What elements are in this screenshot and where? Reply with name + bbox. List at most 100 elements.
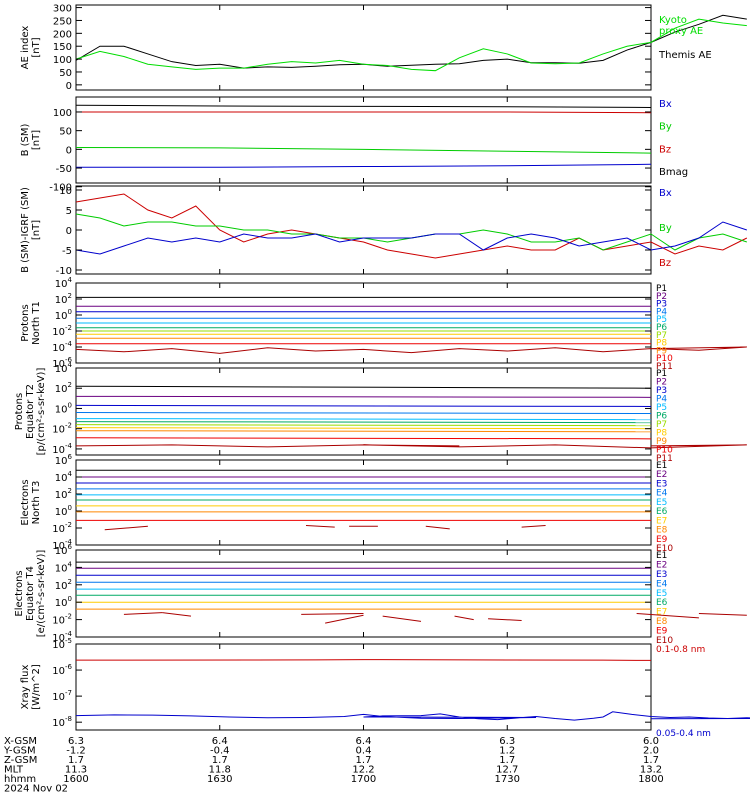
legend-e6: E6 [656, 507, 668, 517]
position-row-label: 2024 Nov 02 [4, 784, 68, 795]
ytick-label: 0 [66, 81, 72, 92]
series-line-p7 [75, 424, 652, 427]
position-cell-y-gsm: 0.4 [356, 746, 372, 757]
legend-e10: E10 [656, 636, 673, 646]
legend-p2: P2 [656, 377, 667, 387]
series-line-bx [76, 163, 652, 168]
ytick-label: 100 [53, 108, 72, 119]
ytick-label: 102 [55, 381, 72, 395]
legend-bz: Bz [659, 144, 671, 155]
series-line-p5 [75, 418, 652, 421]
series-line-e10-segment [521, 524, 546, 528]
ytick-label: 10-5 [52, 637, 72, 651]
position-cell-hhmm: 1730 [495, 774, 520, 785]
ylabel: B (SM)-IGRF (SM) [20, 187, 31, 273]
legend-e2: E2 [656, 470, 667, 480]
ytick-label: -50 [56, 164, 72, 175]
series-line-p2 [75, 395, 652, 398]
position-row-label: X-GSM [4, 736, 37, 747]
panel-frame [75, 96, 652, 184]
ytick-label: 10-4 [52, 538, 72, 552]
ytick-label: 10-6 [52, 356, 72, 370]
series-line-bz [76, 111, 652, 114]
panel-electrons_t4: 106 104 102 100 10-2 10-4 Electrons Equator T4[… [14, 543, 747, 646]
series-line-e10-segment [425, 525, 450, 530]
legend-label: Themis AE [658, 50, 712, 61]
series-line-e9-segment [454, 615, 474, 621]
legend-e7: E7 [656, 608, 667, 618]
series-line-by [75, 213, 747, 251]
legend-e9: E9 [656, 535, 668, 545]
position-cell-z-gsm: 1.7 [356, 755, 372, 766]
ytick-label: 102 [55, 292, 72, 306]
ytick-label: 250 [53, 16, 72, 27]
legend-p9: P9 [656, 437, 667, 447]
series-line-0-1-0-8-nm [75, 659, 652, 661]
series-line-e9-segment [123, 612, 163, 615]
ytick-label: 10-2 [52, 422, 72, 436]
ylabel: North T3 [31, 481, 42, 525]
series-line-e9-segment [698, 613, 747, 616]
ytick-label: 106 [55, 543, 73, 557]
legend-p7: P7 [656, 331, 667, 341]
series-line-themis-ae [75, 14, 747, 69]
position-cell-hhmm: 1600 [63, 774, 88, 785]
legend-p4: P4 [656, 307, 667, 317]
position-row-label: hhmm [4, 774, 36, 785]
ylabel: [e/(cm²-s-sr-keV)] [36, 550, 47, 638]
ylabel: Equator T4 [25, 566, 36, 621]
legend-p11: P11 [656, 454, 673, 464]
ylabel: B (SM) [20, 123, 31, 156]
series-line-e9-segment [488, 618, 522, 621]
ylabel: Xray flux [20, 665, 31, 710]
position-cell-mlt: 12.7 [496, 765, 518, 776]
ytick-label: -10 [56, 266, 72, 277]
ytick-label: 10-4 [52, 340, 72, 354]
position-cell-x-gsm: 6.0 [643, 736, 659, 747]
panel-b_sm: 100 50 0 -50 -100 B (SM) [nT] Bx By Bz Bmag [20, 96, 688, 194]
position-cell-y-gsm: -0.4 [210, 746, 230, 757]
position-cell-y-gsm: 2.0 [643, 746, 659, 757]
legend-p5: P5 [656, 315, 667, 325]
position-cell-y-gsm: 1.2 [499, 746, 515, 757]
position-cell-x-gsm: 6.3 [499, 736, 515, 747]
series-line-bx [75, 221, 747, 255]
series-line-e9-segment [325, 614, 364, 624]
legend-e7: E7 [656, 516, 667, 526]
legend-bz: Bz [659, 258, 671, 269]
series-line-e9-segment [636, 613, 699, 619]
position-cell-z-gsm: 1.7 [212, 755, 228, 766]
ytick-label: 0 [66, 226, 72, 237]
panel-frame [75, 367, 652, 456]
panel-frame [75, 185, 652, 275]
ytick-label: 100 [55, 308, 72, 322]
legend-e1: E1 [656, 461, 667, 471]
position-cell-x-gsm: 6.4 [356, 736, 372, 747]
ytick-label: 100 [55, 595, 72, 609]
position-cell-z-gsm: 1.7 [68, 755, 84, 766]
legend-p6: P6 [656, 323, 667, 333]
position-row-label: Z-GSM [4, 755, 37, 766]
ytick-label: 104 [55, 361, 73, 375]
position-cell-mlt: 13.2 [640, 765, 662, 776]
ytick-label: 10-2 [52, 521, 72, 535]
position-cell-mlt: 12.2 [352, 765, 374, 776]
legend-e4: E4 [656, 489, 668, 499]
legend-p1: P1 [656, 284, 667, 294]
ylabel: Protons [20, 304, 31, 341]
series-line-e10-segment [305, 524, 335, 528]
position-cell-hhmm: 1630 [207, 774, 232, 785]
legend-p6: P6 [656, 411, 667, 421]
legend-p11: P11 [656, 362, 673, 372]
series-line-e9-segment [301, 613, 364, 615]
legend-label: Kyoto [659, 15, 687, 26]
legend-p8: P8 [656, 428, 667, 438]
legend-p3: P3 [656, 386, 667, 396]
series-line-p1 [75, 385, 652, 389]
legend-p10: P10 [656, 445, 673, 455]
series-line-kyoto-proxy-ae [75, 18, 747, 72]
ytick-label: 5 [66, 206, 72, 217]
panel-b_igrf: 10 5 0 -5 -10 B (SM)-IGRF (SM) [nT] Bx By Bz [20, 185, 748, 277]
